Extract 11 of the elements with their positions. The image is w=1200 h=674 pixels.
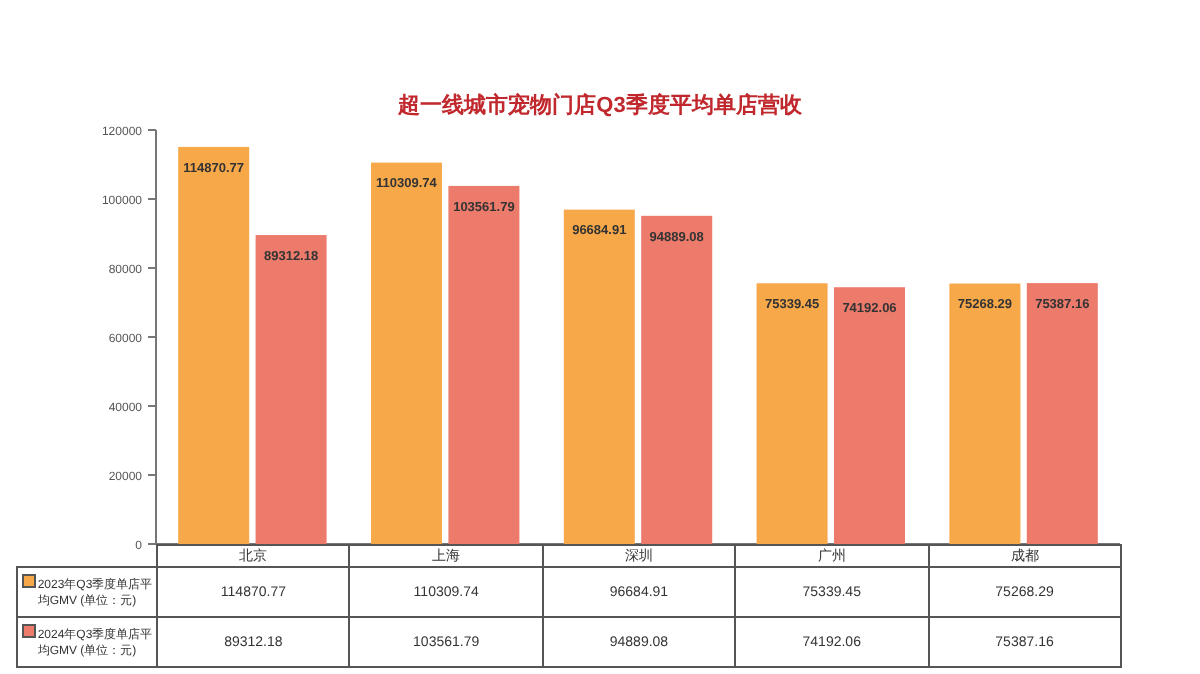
- bar: [255, 235, 327, 545]
- bar: [178, 146, 250, 545]
- bar: [563, 209, 635, 545]
- bar: [756, 283, 828, 545]
- bar: [949, 283, 1021, 545]
- bar: [834, 287, 906, 545]
- bar: [641, 215, 713, 545]
- bar: [448, 185, 520, 545]
- bar: [1026, 283, 1098, 545]
- bar: [370, 162, 442, 545]
- chart-title: 超一线城市宠物门店Q3季度平均单店营收: [396, 92, 804, 118]
